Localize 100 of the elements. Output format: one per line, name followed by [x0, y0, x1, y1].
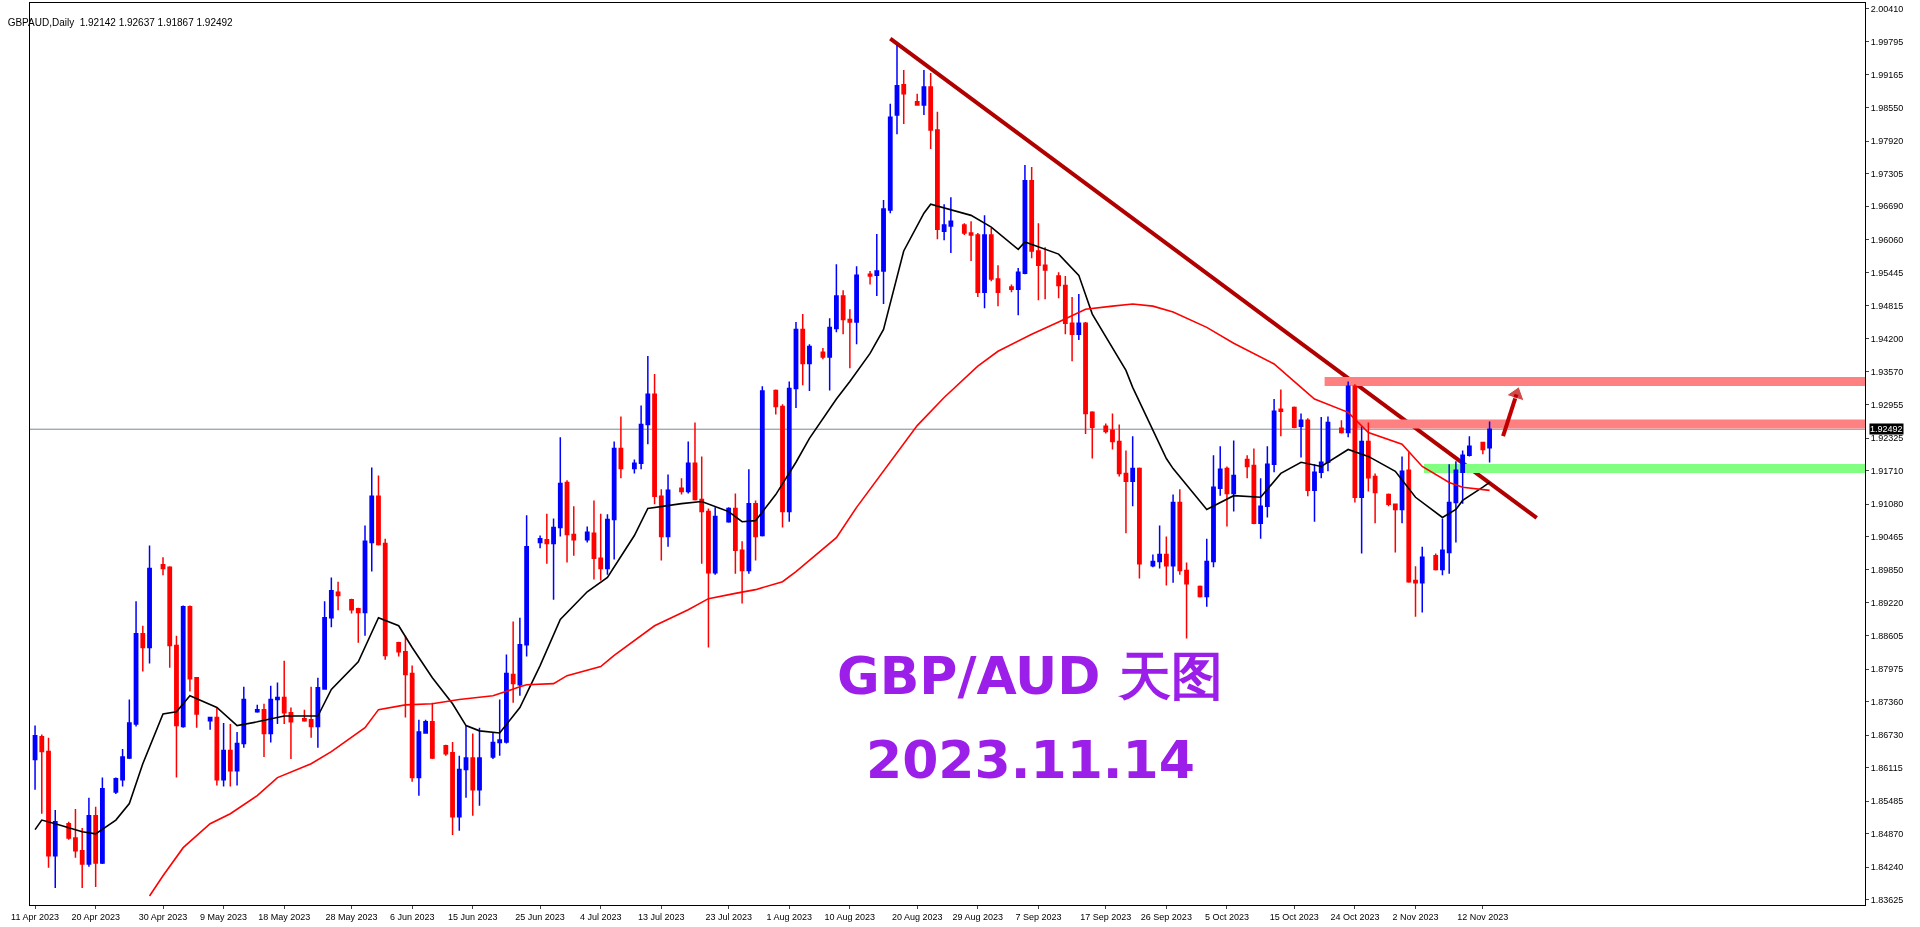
candlestick	[1419, 545, 1425, 614]
candlestick	[652, 373, 657, 505]
candlestick	[1204, 537, 1210, 608]
candlestick	[894, 44, 900, 135]
candlestick	[874, 233, 880, 297]
candlestick	[732, 492, 738, 575]
candlestick	[1312, 463, 1317, 523]
candlestick	[1460, 449, 1466, 505]
candlestick	[32, 724, 38, 791]
y-tick-label: 2.00410	[1870, 3, 1904, 14]
candlestick	[901, 69, 907, 125]
y-tick-label: 1.89850	[1870, 564, 1904, 575]
candlestick	[968, 220, 974, 262]
candlestick	[416, 718, 422, 797]
y-tick-label: 1.97305	[1870, 168, 1904, 179]
line-series	[34, 203, 1491, 835]
x-tick-label: 30 Apr 2023	[138, 911, 188, 922]
candlestick	[679, 477, 684, 496]
candlestick	[1170, 493, 1176, 584]
annotation: GBP/AUD 天图	[837, 646, 1223, 706]
candlestick	[113, 776, 119, 795]
candlestick	[914, 93, 920, 106]
candlestick	[86, 797, 92, 868]
candlestick	[557, 436, 563, 538]
candlestick	[867, 270, 873, 286]
candlestick	[833, 263, 839, 333]
candlestick	[423, 718, 429, 735]
candlestick	[470, 732, 476, 817]
y-tick-label: 1.83625	[1870, 895, 1904, 906]
candlestick	[591, 499, 597, 581]
y-tick-label: 1.92955	[1870, 399, 1904, 410]
candlestick	[1157, 524, 1163, 570]
candlestick	[335, 580, 341, 612]
candlestick	[827, 317, 833, 392]
candlestick	[807, 343, 812, 392]
candlestick	[1130, 435, 1136, 508]
x-tick-label: 7 Sep 2023	[1015, 911, 1062, 922]
candlestick	[349, 597, 354, 615]
y-tick-label: 1.85485	[1870, 796, 1904, 807]
candlestick	[712, 506, 718, 576]
candlestick	[739, 540, 745, 605]
candlestick	[174, 635, 179, 779]
y-tick-label: 1.92325	[1870, 433, 1904, 444]
y-tick-label: 1.97920	[1870, 136, 1904, 147]
candlestick	[1359, 425, 1365, 555]
candlestick	[631, 458, 637, 475]
candlestick	[793, 321, 799, 409]
candlestick	[665, 473, 671, 548]
candlestick	[1056, 271, 1062, 299]
candlestick	[322, 600, 328, 691]
candlestick	[1298, 412, 1304, 459]
candlestick	[1110, 412, 1115, 451]
y-tick-label: 1.90465	[1870, 531, 1904, 542]
candlestick	[995, 264, 1001, 307]
candlestick	[450, 741, 455, 836]
y-tick-label: 1.87975	[1870, 664, 1904, 675]
candlestick	[39, 733, 45, 815]
candlestick	[93, 806, 99, 888]
candlestick	[854, 265, 859, 346]
candlestick	[315, 677, 321, 749]
candlestick	[221, 722, 226, 788]
candlestick	[1399, 455, 1405, 525]
candlestick	[1036, 222, 1041, 302]
candlestick	[1076, 293, 1082, 341]
candlestick	[820, 347, 826, 360]
candlestick	[133, 600, 139, 728]
candlestick	[982, 214, 987, 310]
candlestick	[928, 72, 934, 150]
candlestick	[46, 737, 51, 869]
candlestick	[618, 415, 624, 479]
candlestick	[396, 640, 402, 658]
candlestick	[611, 440, 617, 561]
candlestick	[1116, 423, 1122, 478]
candlestick	[1466, 435, 1472, 458]
candlestick	[497, 698, 503, 757]
x-tick-label: 10 Aug 2023	[824, 911, 876, 922]
candlestick	[281, 660, 287, 725]
y-tick-label: 1.87360	[1870, 696, 1904, 707]
x-tick-label: 20 Apr 2023	[71, 911, 120, 922]
candlestick	[510, 620, 516, 704]
candlestick	[1029, 166, 1035, 260]
candlestick	[786, 380, 792, 523]
y-tick-label: 1.93570	[1870, 367, 1904, 378]
candlestick	[302, 708, 307, 723]
candlestick	[1446, 463, 1452, 575]
candlestick	[1480, 441, 1486, 456]
x-tick-label: 15 Oct 2023	[1269, 911, 1319, 922]
candlestick	[275, 681, 280, 725]
candlestick	[692, 421, 698, 502]
candlestick	[214, 706, 220, 787]
candlestick	[463, 724, 469, 799]
candlestick	[504, 653, 509, 745]
candlestick	[780, 403, 785, 529]
x-tick-label: 5 Oct 2023	[1204, 911, 1249, 922]
x-tick-label: 11 Apr 2023	[11, 911, 59, 922]
candlestick	[1231, 439, 1237, 513]
candlestick	[180, 604, 186, 729]
candlestick	[551, 517, 556, 601]
candlestick	[227, 723, 233, 788]
candlestick	[1083, 321, 1088, 435]
